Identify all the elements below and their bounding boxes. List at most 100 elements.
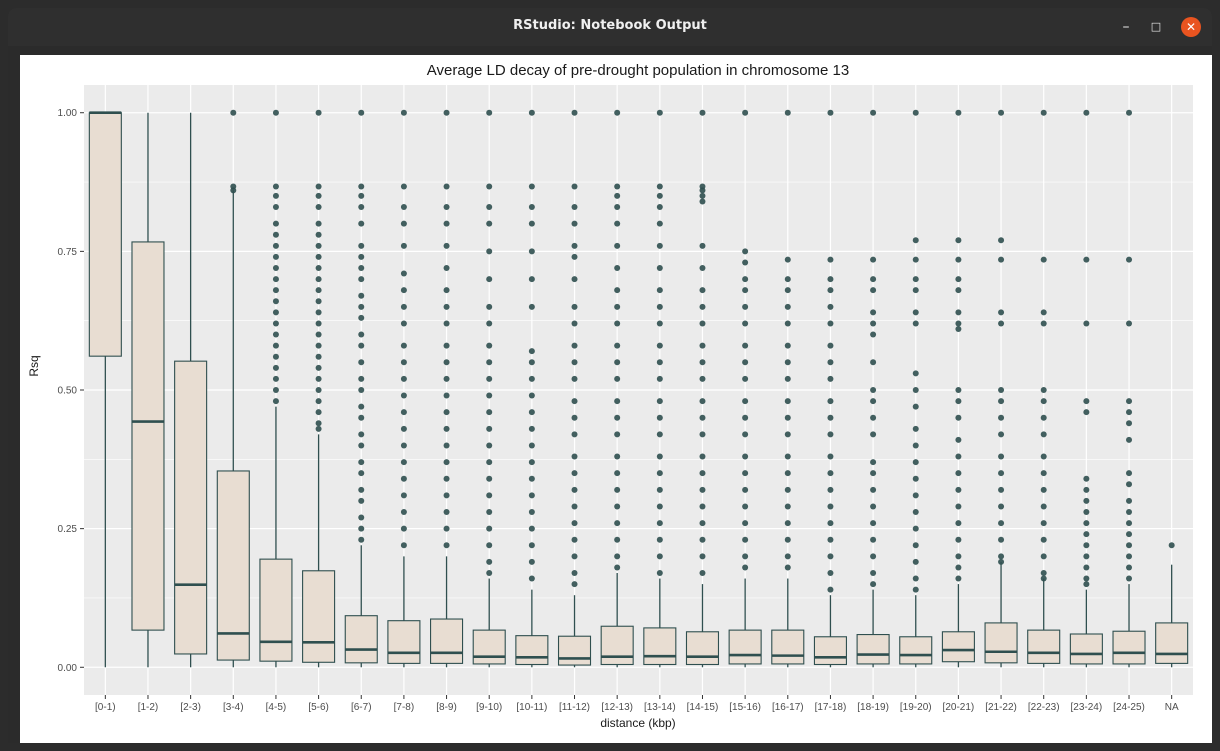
- outlier-point: [528, 375, 535, 382]
- outlier-point: [443, 265, 450, 271]
- outlier-point: [400, 542, 407, 549]
- outlier-point: [656, 265, 663, 271]
- outlier-point: [1040, 575, 1047, 582]
- outlier-point: [1083, 531, 1090, 538]
- outlier-point: [955, 276, 962, 283]
- outlier-point: [1040, 536, 1047, 543]
- maximize-icon[interactable]: □: [1150, 20, 1162, 33]
- outlier-point: [870, 570, 877, 576]
- outlier-point: [870, 459, 877, 466]
- outlier-point: [571, 183, 578, 190]
- outlier-point: [998, 553, 1005, 560]
- outlier-point: [528, 492, 535, 499]
- outlier-point: [827, 303, 834, 310]
- outlier-point: [912, 276, 919, 283]
- outlier-point: [272, 298, 279, 305]
- box-iqr: [1027, 629, 1061, 664]
- outlier-point: [571, 204, 578, 210]
- outlier-point: [742, 398, 749, 405]
- outlier-point: [827, 342, 834, 349]
- outlier-point: [827, 570, 834, 576]
- outlier-point: [656, 536, 663, 543]
- outlier-point: [528, 248, 535, 255]
- outlier-point: [1126, 256, 1133, 263]
- outlier-point: [358, 109, 365, 116]
- outlier-point: [528, 359, 535, 366]
- outlier-point: [827, 453, 834, 460]
- outlier-point: [614, 486, 621, 493]
- outlier-point: [1126, 564, 1133, 571]
- outlier-point: [742, 536, 749, 543]
- outlier-point: [1040, 387, 1047, 393]
- minimize-icon[interactable]: –: [1122, 19, 1130, 35]
- outlier-point: [400, 287, 407, 294]
- outlier-point: [571, 520, 578, 527]
- outlier-point: [315, 320, 322, 327]
- close-icon[interactable]: ✕: [1181, 17, 1201, 37]
- outlier-point: [358, 414, 365, 421]
- outlier-point: [784, 398, 791, 405]
- outlier-point: [1040, 570, 1047, 576]
- outlier-point: [443, 303, 450, 310]
- outlier-point: [912, 542, 919, 549]
- outlier-point: [998, 486, 1005, 493]
- outlier-point: [528, 509, 535, 515]
- x-tick-label: [24-25): [1113, 702, 1145, 713]
- outlier-point: [358, 314, 365, 321]
- box-iqr: [728, 629, 762, 665]
- outlier-point: [571, 431, 578, 438]
- outlier-point: [315, 425, 322, 432]
- title-bar[interactable]: RStudio: Notebook Output – □ ✕: [8, 8, 1212, 46]
- x-tick-label: [0-1): [95, 702, 116, 713]
- x-tick-label: [18-19): [857, 702, 889, 713]
- outlier-point: [699, 192, 706, 199]
- outlier-point: [784, 414, 791, 421]
- outlier-point: [699, 553, 706, 560]
- outlier-point: [486, 303, 493, 310]
- y-tick-label: 1.00: [58, 108, 78, 119]
- outlier-point: [870, 287, 877, 294]
- outlier-point: [656, 192, 663, 199]
- outlier-point: [315, 364, 322, 371]
- outlier-point: [358, 220, 365, 227]
- outlier-point: [870, 486, 877, 493]
- outlier-point: [400, 425, 407, 432]
- outlier-point: [699, 431, 706, 438]
- outlier-point: [998, 536, 1005, 543]
- outlier-point: [827, 359, 834, 366]
- outlier-point: [614, 553, 621, 560]
- outlier-point: [784, 276, 791, 283]
- outlier-point: [742, 359, 749, 366]
- outlier-point: [912, 459, 919, 466]
- outlier-point: [443, 409, 450, 416]
- outlier-point: [699, 536, 706, 543]
- outlier-point: [272, 364, 279, 371]
- outlier-point: [742, 503, 749, 510]
- outlier-point: [358, 497, 365, 504]
- outlier-point: [699, 265, 706, 271]
- outlier-point: [528, 183, 535, 190]
- outlier-point: [486, 442, 493, 449]
- outlier-point: [571, 470, 578, 477]
- outlier-point: [358, 292, 365, 299]
- outlier-point: [315, 287, 322, 294]
- outlier-point: [955, 470, 962, 477]
- outlier-point: [614, 287, 621, 294]
- outlier-point: [614, 342, 621, 349]
- box-iqr: [259, 558, 293, 662]
- outlier-point: [528, 475, 535, 482]
- outlier-point: [1040, 320, 1047, 327]
- outlier-point: [784, 470, 791, 477]
- x-tick-label: [2-3): [180, 702, 201, 713]
- outlier-point: [230, 187, 237, 194]
- outlier-point: [400, 242, 407, 249]
- outlier-point: [998, 387, 1005, 393]
- outlier-point: [400, 459, 407, 466]
- outlier-point: [571, 253, 578, 260]
- outlier-point: [1040, 431, 1047, 438]
- outlier-point: [955, 453, 962, 460]
- outlier-point: [699, 320, 706, 327]
- outlier-point: [699, 359, 706, 366]
- outlier-point: [656, 553, 663, 560]
- outlier-point: [656, 359, 663, 366]
